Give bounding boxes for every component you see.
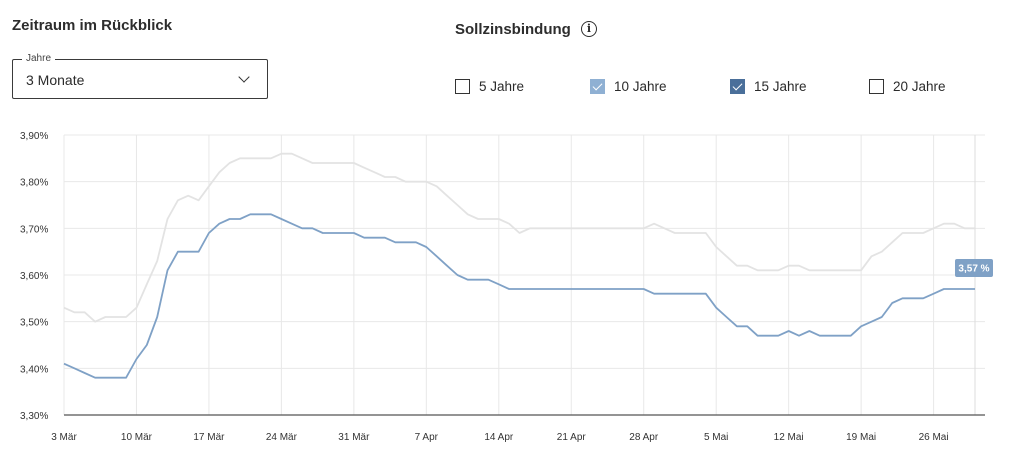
x-tick-label: 12 Mai — [774, 432, 804, 443]
x-tick-label: 19 Mai — [846, 432, 876, 443]
x-tick-label: 26 Mai — [919, 432, 949, 443]
x-tick-label: 21 Apr — [557, 432, 587, 443]
checkbox-20-jahre-label: 20 Jahre — [893, 79, 946, 94]
end-value-label: 3,57 % — [958, 264, 989, 275]
series-line-10-jahre — [63, 152, 975, 323]
x-tick-label: 3 Mär — [51, 432, 77, 443]
x-tick-label: 28 Apr — [629, 432, 659, 443]
checkbox-5-jahre-label: 5 Jahre — [479, 79, 525, 94]
y-tick-label: 3,30% — [20, 411, 48, 422]
x-tick-label: 24 Mär — [266, 432, 298, 443]
series-line-15-jahre — [63, 213, 975, 379]
rate-history-chart: 3,30% 3,40% 3,50% 3,60% 3,70% 3,80% 3,90% 3 Mär… — [20, 131, 993, 443]
x-tick-label: 7 Apr — [415, 432, 439, 443]
y-tick-label: 3,40% — [20, 364, 48, 375]
checkbox-15-jahre-box[interactable] — [730, 79, 745, 94]
period-select[interactable]: Jahre 3 Monate — [12, 53, 268, 99]
y-tick-label: 3,70% — [20, 224, 48, 235]
x-tick-label: 14 Apr — [484, 432, 514, 443]
checkbox-15-jahre-label: 15 Jahre — [754, 79, 807, 94]
period-select-legend: Jahre — [22, 53, 56, 64]
chevron-down-icon — [238, 71, 250, 83]
x-tick-label: 31 Mär — [338, 432, 370, 443]
checkbox-10-jahre-label: 10 Jahre — [614, 79, 667, 94]
period-select-value: 3 Monate — [26, 72, 85, 88]
y-tick-label: 3,50% — [20, 318, 48, 329]
end-value-badge — [955, 259, 993, 277]
x-tick-label: 10 Mär — [121, 432, 153, 443]
x-tick-label: 5 Mai — [704, 432, 728, 443]
info-icon[interactable]: i — [581, 21, 597, 37]
y-tick-label: 3,80% — [20, 178, 48, 189]
y-tick-label: 3,60% — [20, 271, 48, 282]
period-title: Zeitraum im Rückblick — [12, 17, 173, 34]
fixed-rate-title: Sollzinsbindung — [455, 21, 571, 38]
checkbox-20-jahre-box[interactable] — [869, 79, 884, 94]
y-tick-label: 3,90% — [20, 131, 48, 142]
checkbox-10-jahre-box[interactable] — [590, 79, 605, 94]
checkbox-5-jahre-box[interactable] — [455, 79, 470, 94]
x-tick-label: 17 Mär — [193, 432, 225, 443]
